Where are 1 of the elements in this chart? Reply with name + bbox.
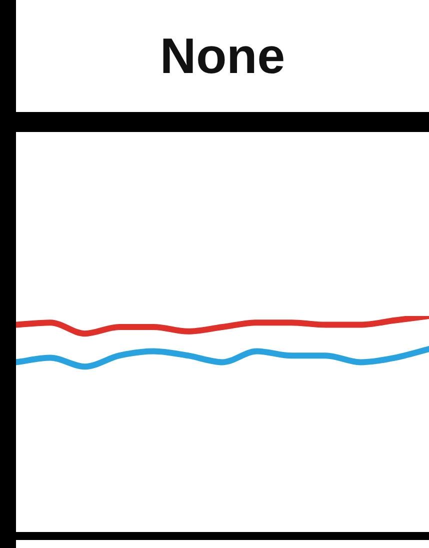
chart-title: None — [160, 27, 285, 85]
